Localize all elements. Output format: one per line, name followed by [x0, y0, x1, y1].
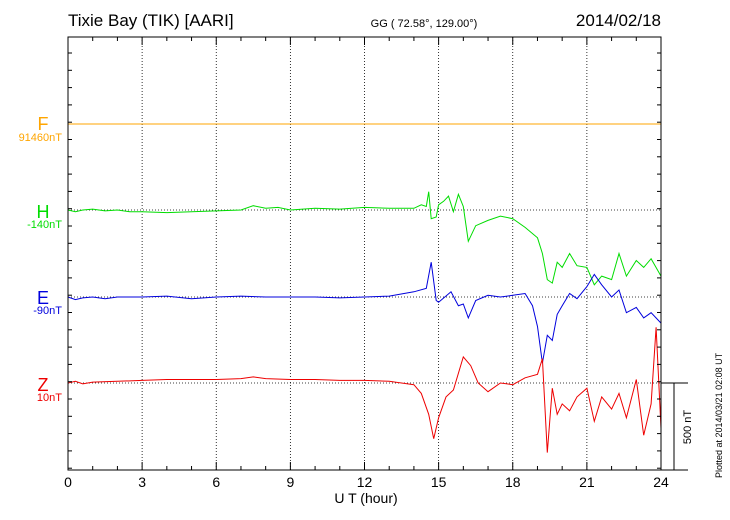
x-tick-label: 15: [431, 474, 447, 490]
scale-bar-label: 500 nT: [682, 410, 694, 445]
series-label-f: F: [38, 114, 49, 134]
grid-lines: [68, 37, 661, 470]
x-tick-label: 9: [286, 474, 294, 490]
series-baseline-e: -90nT: [33, 305, 62, 317]
station-title: Tixie Bay (TIK) [AARI]: [68, 11, 234, 30]
x-tick-label: 21: [579, 474, 595, 490]
x-tick-label: 3: [138, 474, 146, 490]
plot-date: 2014/02/18: [576, 11, 661, 30]
x-axis-ticks: 0 3 6 9 12 15 18 21 24: [64, 37, 669, 490]
series-baseline-z: 10nT: [37, 392, 62, 404]
plotted-timestamp: Plotted at 2014/03/21 02:08 UT: [714, 352, 724, 478]
station-coordinates: GG ( 72.58°, 129.00°): [371, 18, 478, 30]
x-tick-label: 6: [212, 474, 220, 490]
scale-bar: 500 nT: [661, 382, 694, 471]
series-baseline-f: 91460nT: [19, 132, 63, 144]
series-baseline-h: -140nT: [27, 219, 62, 231]
x-tick-label: 18: [505, 474, 521, 490]
series-traces: [67, 123, 662, 453]
x-tick-label: 0: [64, 474, 72, 490]
series-label-z: Z: [38, 375, 49, 395]
x-axis-title: U T (hour): [334, 490, 397, 506]
series-label-e: E: [37, 288, 49, 308]
series-trace-h: [67, 191, 662, 286]
series-label-h: H: [37, 202, 50, 222]
series-trace-e: [67, 262, 662, 364]
x-tick-label: 12: [357, 474, 373, 490]
series-trace-z: [67, 327, 662, 453]
x-tick-label: 24: [653, 474, 669, 490]
